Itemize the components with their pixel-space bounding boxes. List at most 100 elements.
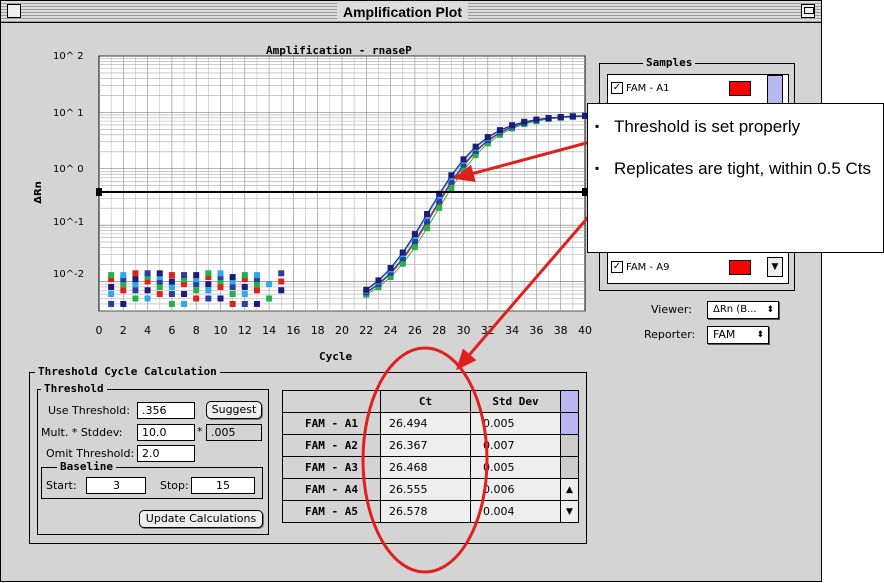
reporter-select[interactable]: FAM ⬍ (707, 326, 769, 344)
sample-checkbox[interactable]: ✓ (611, 261, 623, 273)
baseline-point (132, 276, 139, 283)
x-tick-label: 24 (383, 324, 398, 337)
table-row[interactable]: FAM - A2 26.367 0.007 (282, 434, 579, 457)
baseline-point (108, 283, 115, 290)
stop-input[interactable]: 15 (191, 477, 255, 494)
data-point (496, 127, 503, 134)
x-tick-label: 0 (95, 324, 103, 337)
stop-label: Stop: (160, 479, 189, 492)
data-point (436, 204, 443, 211)
threshold-calc-group (29, 372, 587, 544)
x-tick-label: 14 (262, 324, 277, 337)
table-row[interactable]: FAM - A4 26.555 0.006 ▲ (282, 478, 579, 501)
baseline-point (168, 291, 175, 298)
baseline-point (181, 281, 188, 288)
use-threshold-input[interactable]: .356 (137, 402, 195, 419)
baseline-point (132, 287, 139, 294)
sample-name-cell: FAM - A1 (282, 412, 381, 435)
suggest-button[interactable]: Suggest (206, 401, 262, 419)
data-point (448, 178, 455, 185)
baseline-point (144, 274, 151, 281)
x-tick-label: 30 (456, 324, 471, 337)
viewer-select[interactable]: ΔRn (B... ⬍ (707, 301, 779, 319)
baseline-point (156, 283, 163, 290)
baseline-point (229, 283, 236, 290)
x-axis-title: Cycle (319, 350, 353, 363)
baseline-point (181, 300, 188, 307)
data-point (399, 249, 406, 256)
baseline-point (120, 287, 127, 294)
baseline-point (241, 272, 248, 279)
baseline-point (156, 274, 163, 281)
baseline-point (241, 276, 248, 283)
baseline-point (266, 295, 273, 302)
baseline-point (253, 272, 260, 279)
threshold-handle-left[interactable] (96, 188, 102, 196)
baseline-point (217, 283, 224, 290)
baseline-point (156, 278, 163, 285)
baseline-point (193, 281, 200, 288)
data-point (375, 284, 382, 291)
table-scrollbar[interactable] (560, 456, 579, 479)
sample-color-swatch[interactable] (729, 260, 751, 275)
baseline-point (144, 270, 151, 277)
data-point (411, 244, 418, 251)
update-calculations-button[interactable]: Update Calculations (139, 510, 263, 528)
omit-threshold-input[interactable]: 2.0 (137, 445, 195, 462)
table-scroll-thumb[interactable] (560, 390, 579, 413)
scroll-up-arrow-icon[interactable]: ▲ (560, 478, 579, 501)
baseline-point (217, 270, 224, 277)
data-point (569, 113, 576, 120)
baseline-point (229, 300, 236, 307)
viewer-label: Viewer: (651, 303, 692, 316)
x-tick-label: 4 (144, 324, 152, 337)
baseline-point (181, 276, 188, 283)
amplification-plot-window: Amplification Plot Amplification - rnase… (0, 0, 822, 582)
baseline-point (132, 295, 139, 302)
data-point (521, 118, 528, 125)
x-tick-label: 12 (237, 324, 252, 337)
zoom-box[interactable] (801, 4, 815, 18)
baseline-point (181, 291, 188, 298)
table-corner (282, 390, 381, 413)
data-point (436, 190, 443, 197)
mult-stddev-input[interactable]: 10.0 (137, 424, 195, 441)
baseline-point (193, 272, 200, 279)
multiply-sign: * (197, 425, 203, 438)
table-scrollbar[interactable] (560, 412, 579, 435)
sample-checkbox[interactable]: ✓ (611, 82, 623, 94)
baseline-point (278, 287, 285, 294)
table-row[interactable]: FAM - A5 26.578 0.004 ▼ (282, 500, 579, 523)
reporter-label: Reporter: (644, 328, 696, 341)
data-point (363, 286, 370, 293)
sample-item[interactable]: ✓ FAM - A9 (611, 257, 769, 277)
samples-scroll-down[interactable]: ▼ (767, 257, 783, 277)
close-box[interactable] (7, 4, 21, 18)
callout-box: Threshold is set properly Replicates are… (587, 103, 884, 253)
baseline-point (193, 287, 200, 294)
mult-stddev-label: Mult. * Stddev: (41, 426, 123, 439)
table-row[interactable]: FAM - A1 26.494 0.005 (282, 412, 579, 435)
title-bar[interactable]: Amplification Plot (1, 1, 821, 23)
start-input[interactable]: 3 (86, 477, 146, 494)
baseline-point (168, 278, 175, 285)
x-tick-label: 10 (213, 324, 228, 337)
table-row[interactable]: FAM - A3 26.468 0.005 (282, 456, 579, 479)
sample-color-swatch[interactable] (729, 81, 751, 96)
sample-item[interactable]: ✓ FAM - A1 (611, 78, 769, 98)
data-point (424, 225, 431, 232)
data-point (424, 211, 431, 218)
ct-cell: 26.494 (380, 412, 471, 435)
baseline-point (253, 287, 260, 294)
data-point (533, 116, 540, 123)
stddev-cell: 0.005 (470, 412, 561, 435)
scroll-down-arrow-icon[interactable]: ▼ (560, 500, 579, 523)
table-scrollbar[interactable] (560, 434, 579, 457)
baseline-point (120, 276, 127, 283)
x-tick-label: 22 (359, 324, 374, 337)
data-point (424, 218, 431, 225)
select-arrow-icon: ⬍ (766, 305, 774, 315)
baseline-point (144, 295, 151, 302)
threshold-handle-right[interactable] (582, 188, 588, 196)
baseline-point (241, 283, 248, 290)
